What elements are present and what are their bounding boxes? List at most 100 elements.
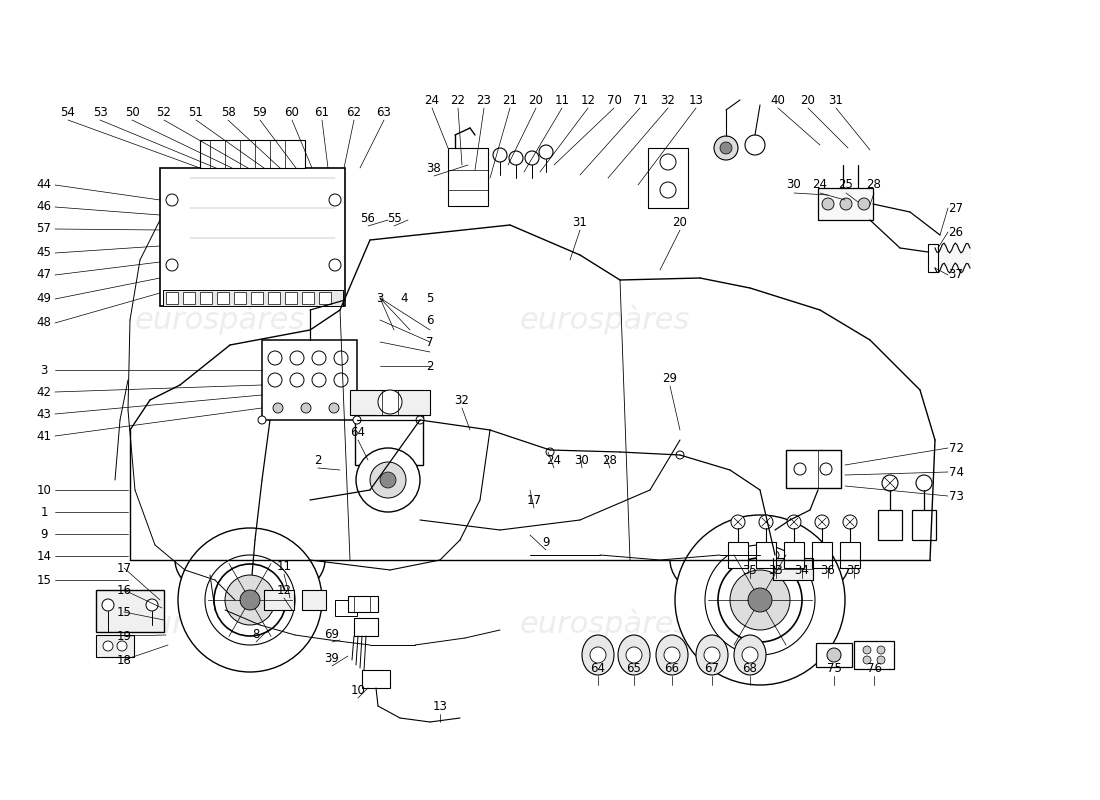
Text: 45: 45 <box>36 246 52 259</box>
Circle shape <box>378 390 402 414</box>
Bar <box>262 340 358 420</box>
Bar <box>319 292 331 304</box>
Text: 10: 10 <box>36 483 52 497</box>
Bar <box>200 140 305 168</box>
Ellipse shape <box>734 635 766 675</box>
Text: 6: 6 <box>427 314 433 326</box>
Bar <box>234 292 246 304</box>
Circle shape <box>493 148 507 162</box>
Circle shape <box>864 656 871 664</box>
Circle shape <box>178 528 322 672</box>
Text: 48: 48 <box>36 317 52 330</box>
Text: 44: 44 <box>36 178 52 191</box>
Circle shape <box>334 351 348 365</box>
Text: 3: 3 <box>376 291 384 305</box>
Bar <box>448 148 488 206</box>
Text: 38: 38 <box>427 162 441 174</box>
Circle shape <box>312 373 326 387</box>
Text: 66: 66 <box>664 662 680 674</box>
Bar <box>251 292 263 304</box>
Circle shape <box>117 641 126 651</box>
Circle shape <box>290 351 304 365</box>
Text: 17: 17 <box>527 494 541 506</box>
Bar <box>183 292 195 304</box>
Circle shape <box>704 647 720 663</box>
Circle shape <box>822 198 834 210</box>
Circle shape <box>676 451 684 459</box>
Circle shape <box>877 646 886 654</box>
Circle shape <box>290 373 304 387</box>
Bar <box>840 542 860 568</box>
Text: 2: 2 <box>427 359 433 373</box>
Text: 28: 28 <box>867 178 881 191</box>
Text: 4: 4 <box>400 291 408 305</box>
Text: 24: 24 <box>813 178 827 191</box>
Bar <box>302 292 313 304</box>
Circle shape <box>334 373 348 387</box>
Text: 31: 31 <box>828 94 844 106</box>
Text: 25: 25 <box>838 178 854 191</box>
Bar <box>878 510 902 540</box>
Text: 74: 74 <box>948 466 964 478</box>
Text: 69: 69 <box>324 627 340 641</box>
Circle shape <box>916 475 932 491</box>
Text: 12: 12 <box>276 583 292 597</box>
Text: 70: 70 <box>606 94 621 106</box>
Text: 18: 18 <box>117 654 131 666</box>
Bar <box>354 618 378 636</box>
Text: 5: 5 <box>427 291 433 305</box>
Circle shape <box>858 198 870 210</box>
Circle shape <box>268 373 282 387</box>
Text: 68: 68 <box>742 662 758 674</box>
Circle shape <box>675 515 845 685</box>
Circle shape <box>103 641 113 651</box>
Text: 21: 21 <box>503 94 517 106</box>
Bar <box>302 590 326 610</box>
Bar <box>784 542 804 568</box>
Circle shape <box>827 648 842 662</box>
Text: 56: 56 <box>361 211 375 225</box>
Text: 59: 59 <box>253 106 267 118</box>
Text: 34: 34 <box>794 563 810 577</box>
Text: 20: 20 <box>672 215 688 229</box>
Text: 29: 29 <box>662 371 678 385</box>
Circle shape <box>626 647 642 663</box>
Circle shape <box>820 463 832 475</box>
Bar <box>96 590 164 632</box>
Text: 51: 51 <box>188 106 204 118</box>
Circle shape <box>312 351 326 365</box>
Bar <box>163 290 343 306</box>
Circle shape <box>379 472 396 488</box>
Circle shape <box>370 462 406 498</box>
Circle shape <box>546 448 554 456</box>
Bar <box>264 590 294 610</box>
Bar <box>285 292 297 304</box>
Circle shape <box>771 551 779 559</box>
Circle shape <box>730 570 790 630</box>
Text: 76: 76 <box>867 662 881 674</box>
Circle shape <box>759 515 773 529</box>
Ellipse shape <box>656 635 688 675</box>
Text: 20: 20 <box>801 94 815 106</box>
Circle shape <box>786 515 801 529</box>
Circle shape <box>843 515 857 529</box>
Text: 13: 13 <box>689 94 703 106</box>
Bar <box>166 292 178 304</box>
Circle shape <box>166 194 178 206</box>
Text: 13: 13 <box>432 699 448 713</box>
Text: 64: 64 <box>591 662 605 674</box>
Text: 55: 55 <box>386 211 402 225</box>
Circle shape <box>742 647 758 663</box>
Bar <box>648 148 688 208</box>
Circle shape <box>356 448 420 512</box>
Text: 27: 27 <box>948 202 964 214</box>
Text: 40: 40 <box>771 94 785 106</box>
Circle shape <box>745 135 764 155</box>
Bar <box>854 641 894 669</box>
Circle shape <box>664 647 680 663</box>
Bar <box>912 510 936 540</box>
Text: 61: 61 <box>315 106 330 118</box>
Text: 32: 32 <box>661 94 675 106</box>
Text: 7: 7 <box>427 335 433 349</box>
Text: 63: 63 <box>376 106 392 118</box>
